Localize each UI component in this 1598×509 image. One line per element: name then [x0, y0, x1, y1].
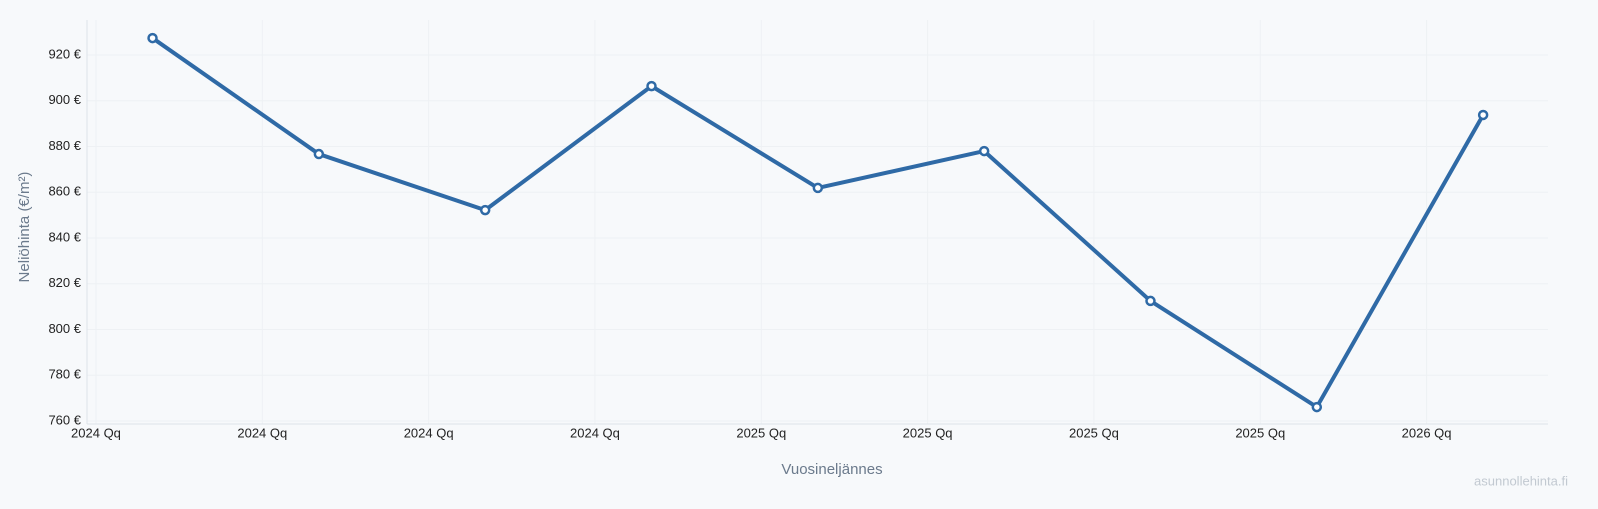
x-tick-label: 2024 Qq [237, 425, 287, 440]
x-tick-label: 2025 Qq [903, 425, 953, 440]
y-tick-label: 760 € [48, 412, 81, 427]
x-tick-label: 2026 Qq [1402, 425, 1452, 440]
x-tick-label: 2025 Qq [1069, 425, 1119, 440]
point [1145, 295, 1156, 307]
x-tick-label: 2024 Qq [570, 425, 620, 440]
x-tick-label: 2024 Qq [404, 425, 454, 440]
x-axis-title: Vuosineljännes [781, 461, 882, 478]
y-tick-label: 800 € [48, 321, 81, 336]
point [646, 80, 657, 92]
point [1477, 109, 1489, 121]
x-tick-label: 2025 Qq [1235, 425, 1285, 440]
point [479, 204, 491, 216]
point [978, 145, 990, 157]
point [812, 182, 824, 194]
line [151, 36, 1485, 410]
watermark: asunnollehinta.fi [1474, 473, 1568, 488]
y-tick-label: 920 € [48, 46, 81, 61]
y-axis-title: Neliöhinta (€/m²) [16, 172, 33, 283]
point [147, 32, 158, 44]
point [1311, 401, 1323, 413]
y-tick-label: 860 € [48, 184, 81, 199]
y-tick-label: 820 € [48, 275, 81, 290]
y-tick-label: 840 € [48, 229, 81, 244]
x-tick-label: 2025 Qq [736, 425, 786, 440]
point [313, 148, 325, 160]
y-tick-label: 900 € [48, 92, 81, 107]
x-tick-label: 2024 Qq [71, 425, 121, 440]
y-tick-label: 880 € [48, 138, 81, 153]
y-tick-label: 780 € [48, 367, 81, 382]
